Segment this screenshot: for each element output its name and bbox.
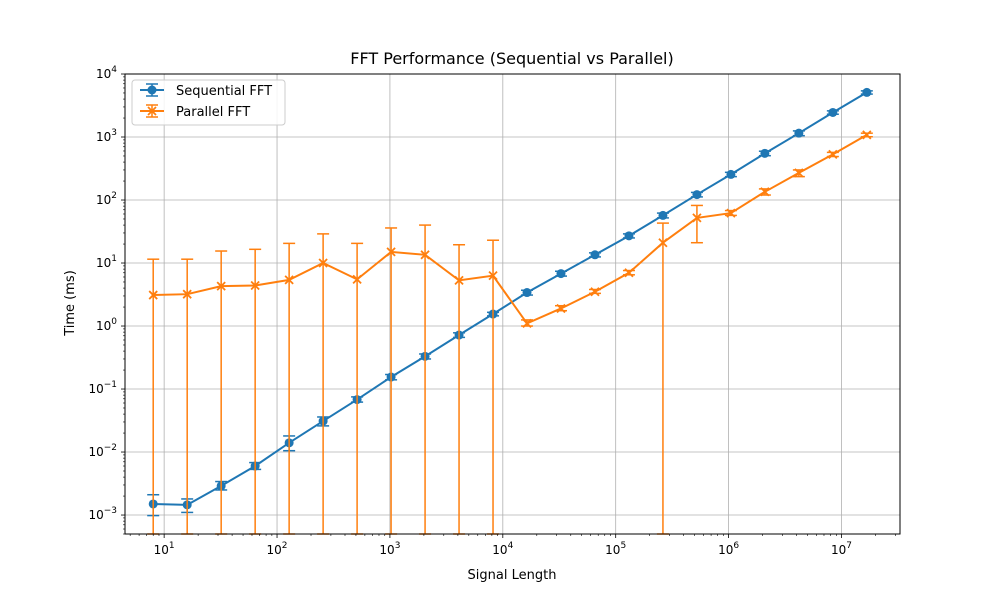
y-tick-label: 104 — [96, 65, 117, 81]
data-point — [556, 303, 566, 314]
data-point — [658, 238, 668, 248]
data-point — [352, 274, 362, 285]
data-point — [182, 289, 192, 299]
y-tick-label: 102 — [96, 191, 117, 207]
x-tick-label: 101 — [154, 541, 175, 557]
legend-label: Parallel FFT — [176, 105, 250, 120]
x-tick-label: 105 — [605, 541, 626, 557]
data-point — [454, 275, 464, 286]
legend-marker — [147, 106, 157, 116]
x-tick-label: 102 — [267, 541, 288, 557]
plot-area-frame — [124, 73, 901, 535]
data-point — [862, 130, 872, 140]
data-point — [386, 247, 396, 257]
data-point — [284, 275, 294, 285]
data-point — [760, 148, 770, 158]
legend: Sequential FFT Parallel FFT — [131, 79, 286, 126]
y-tick-label: 101 — [96, 254, 117, 270]
data-point — [488, 271, 498, 281]
legend-entry-sequential-fft: Sequential FFT — [140, 83, 272, 99]
data-point — [590, 250, 600, 260]
data-point — [590, 287, 600, 297]
x-tick-label: 103 — [379, 541, 400, 557]
y-tick-label: 10−1 — [88, 380, 117, 396]
series-line — [153, 134, 868, 325]
chart-title: FFT Performance (Sequential vs Parallel) — [350, 49, 673, 68]
data-point — [250, 280, 260, 291]
y-axis-label: Time (ms) — [63, 270, 78, 337]
y-tick-label: 100 — [96, 317, 117, 333]
data-point — [692, 190, 702, 200]
x-tick-label: 106 — [718, 541, 739, 557]
x-axis-label: Signal Length — [468, 568, 557, 583]
axis-ticks: 101 102 103 104 105 106 107 10−3 10−2 10−1 100 101 1… — [88, 65, 896, 557]
data-point — [760, 187, 770, 197]
series-line — [153, 91, 868, 506]
series-sequential-fft — [147, 87, 873, 517]
series-parallel-fft — [147, 130, 873, 535]
x-tick-label: 104 — [492, 541, 513, 557]
data-point — [624, 268, 634, 278]
data-point — [862, 87, 872, 97]
legend-entry-parallel-fft: Parallel FFT — [140, 104, 250, 120]
data-point — [148, 290, 158, 300]
data-point — [692, 213, 702, 223]
data-point — [318, 258, 328, 268]
series-layer — [147, 87, 873, 535]
data-point — [420, 250, 430, 260]
data-point — [726, 169, 736, 179]
y-tick-label: 103 — [96, 128, 117, 144]
data-point — [216, 281, 226, 291]
y-tick-label: 10−3 — [88, 506, 117, 522]
data-point — [522, 318, 532, 329]
data-point — [658, 210, 668, 220]
grid — [125, 73, 900, 534]
x-tick-label: 107 — [831, 541, 852, 557]
data-point — [624, 231, 634, 241]
data-point — [522, 288, 532, 298]
data-point — [794, 128, 804, 138]
y-tick-label: 10−2 — [88, 443, 117, 459]
data-point — [828, 149, 838, 160]
data-point — [828, 107, 838, 117]
legend-label: Sequential FFT — [176, 84, 272, 99]
legend-box — [131, 79, 286, 126]
data-point — [726, 208, 736, 218]
data-point — [556, 269, 566, 279]
data-point — [794, 168, 804, 178]
legend-marker — [147, 85, 157, 95]
